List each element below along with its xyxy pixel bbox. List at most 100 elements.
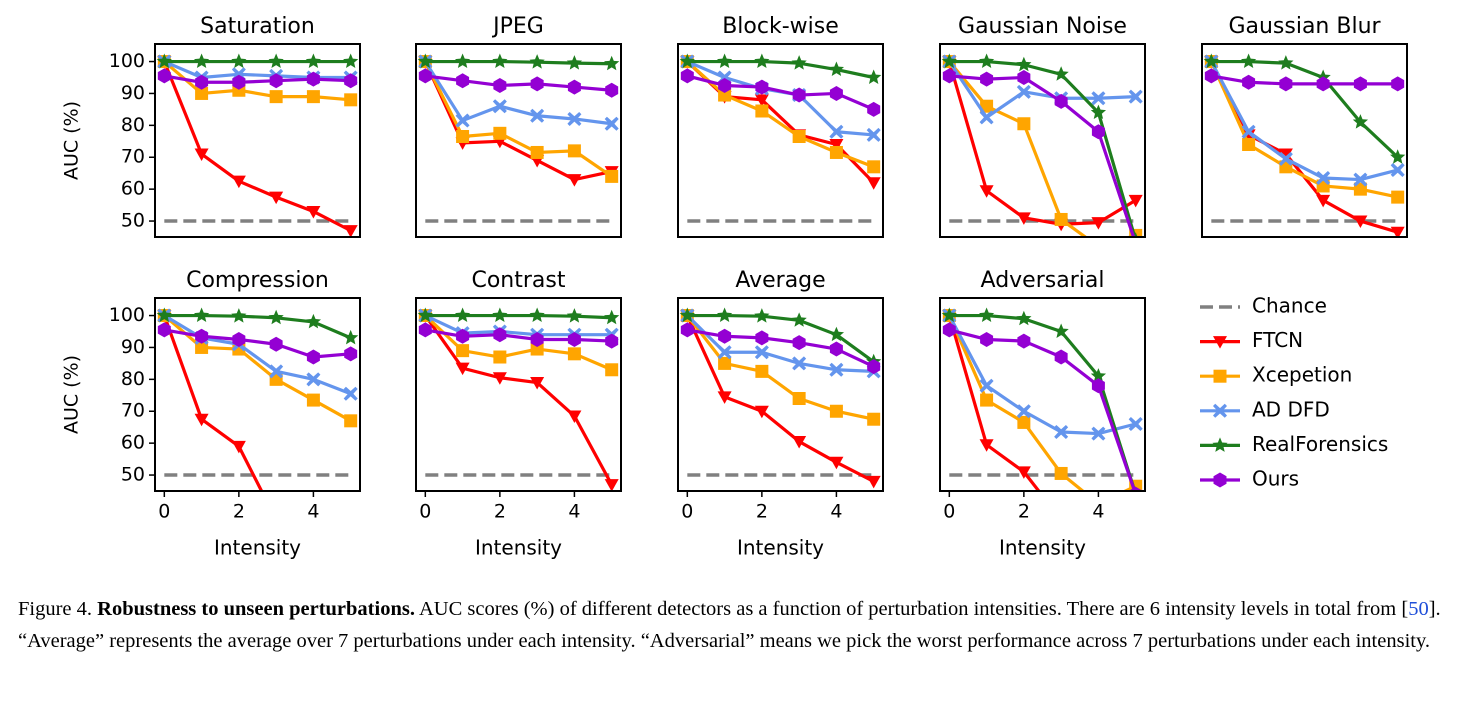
point — [979, 185, 994, 198]
x-tick-label: 0 — [681, 501, 693, 523]
point — [305, 53, 322, 69]
point — [980, 71, 994, 87]
point — [754, 345, 769, 360]
point — [1278, 151, 1293, 166]
series-line — [687, 313, 875, 364]
plot-area — [941, 53, 1143, 237]
point — [1242, 137, 1256, 151]
point — [716, 307, 733, 323]
point — [305, 313, 322, 329]
point — [1017, 333, 1031, 349]
point — [269, 364, 284, 379]
x-axis-label: Intensity — [475, 536, 562, 560]
point — [567, 410, 582, 424]
point — [567, 111, 582, 126]
legend-label: RealForensics — [1252, 432, 1388, 456]
subplot-title: Gaussian Noise — [958, 14, 1127, 39]
y-tick-label: 80 — [121, 368, 145, 390]
point — [867, 412, 881, 426]
series-line — [947, 60, 1136, 119]
plot-area — [156, 307, 359, 491]
point — [942, 68, 956, 84]
subplot-title: Adversarial — [981, 268, 1105, 293]
point — [1133, 235, 1138, 237]
series-line — [162, 315, 264, 491]
point — [1054, 349, 1068, 365]
y-tick-label: 60 — [121, 432, 145, 454]
x-tick-label: 0 — [943, 501, 955, 523]
point — [231, 53, 247, 69]
point — [1391, 190, 1405, 204]
point — [829, 145, 843, 159]
point — [829, 341, 843, 357]
point — [344, 346, 358, 362]
point — [1242, 74, 1256, 90]
point — [344, 93, 358, 107]
plot-area — [679, 307, 882, 489]
point — [269, 73, 283, 89]
point — [978, 307, 995, 323]
point — [828, 61, 845, 76]
point — [866, 177, 881, 190]
series-line — [1209, 60, 1399, 234]
x-tick-label: 4 — [568, 501, 580, 523]
point — [1353, 76, 1367, 92]
citation[interactable]: 50 — [1408, 598, 1429, 620]
point — [867, 101, 881, 117]
point — [567, 331, 581, 347]
point — [306, 349, 320, 365]
point — [567, 144, 581, 158]
point — [1203, 53, 1219, 69]
point — [1316, 194, 1331, 208]
legend-label: Xcepetion — [1252, 363, 1352, 387]
plot-area — [417, 53, 620, 223]
point — [566, 308, 583, 323]
y-tick-label: 90 — [121, 336, 145, 358]
series-line — [164, 313, 352, 340]
x-tick-label: 4 — [1092, 501, 1104, 523]
point — [1353, 215, 1368, 229]
legend-label: Chance — [1252, 294, 1327, 318]
point — [979, 439, 994, 452]
point — [941, 307, 957, 323]
point — [492, 372, 507, 385]
point — [492, 53, 508, 69]
point — [866, 127, 881, 142]
plot-area — [417, 307, 620, 491]
point — [604, 479, 619, 491]
point — [979, 110, 994, 125]
point — [1278, 148, 1293, 162]
series-line — [947, 61, 1137, 226]
point — [529, 54, 545, 69]
legend-marker — [1213, 403, 1227, 418]
point — [941, 53, 957, 69]
series-line — [949, 313, 1137, 491]
point — [829, 124, 844, 139]
point — [268, 309, 284, 325]
point — [157, 68, 171, 84]
point — [867, 359, 881, 375]
y-tick-label: 60 — [121, 178, 145, 200]
point — [418, 322, 432, 338]
point — [268, 53, 284, 69]
point — [755, 364, 769, 378]
plot-area — [679, 53, 882, 223]
point — [792, 436, 807, 449]
axes-frame — [415, 43, 622, 238]
series-line — [163, 60, 351, 80]
point — [1016, 212, 1031, 225]
point — [792, 130, 806, 144]
subplot-title: Average — [735, 268, 825, 293]
point — [343, 329, 359, 345]
point — [718, 88, 732, 102]
point — [1054, 514, 1068, 527]
series-line — [162, 60, 352, 233]
point — [530, 342, 544, 356]
point — [1054, 93, 1068, 109]
subplot-title: Gaussian Blur — [1228, 14, 1381, 39]
point — [493, 350, 507, 364]
subplot-title: Contrast — [471, 268, 565, 293]
point — [866, 69, 882, 84]
point — [1016, 404, 1031, 419]
